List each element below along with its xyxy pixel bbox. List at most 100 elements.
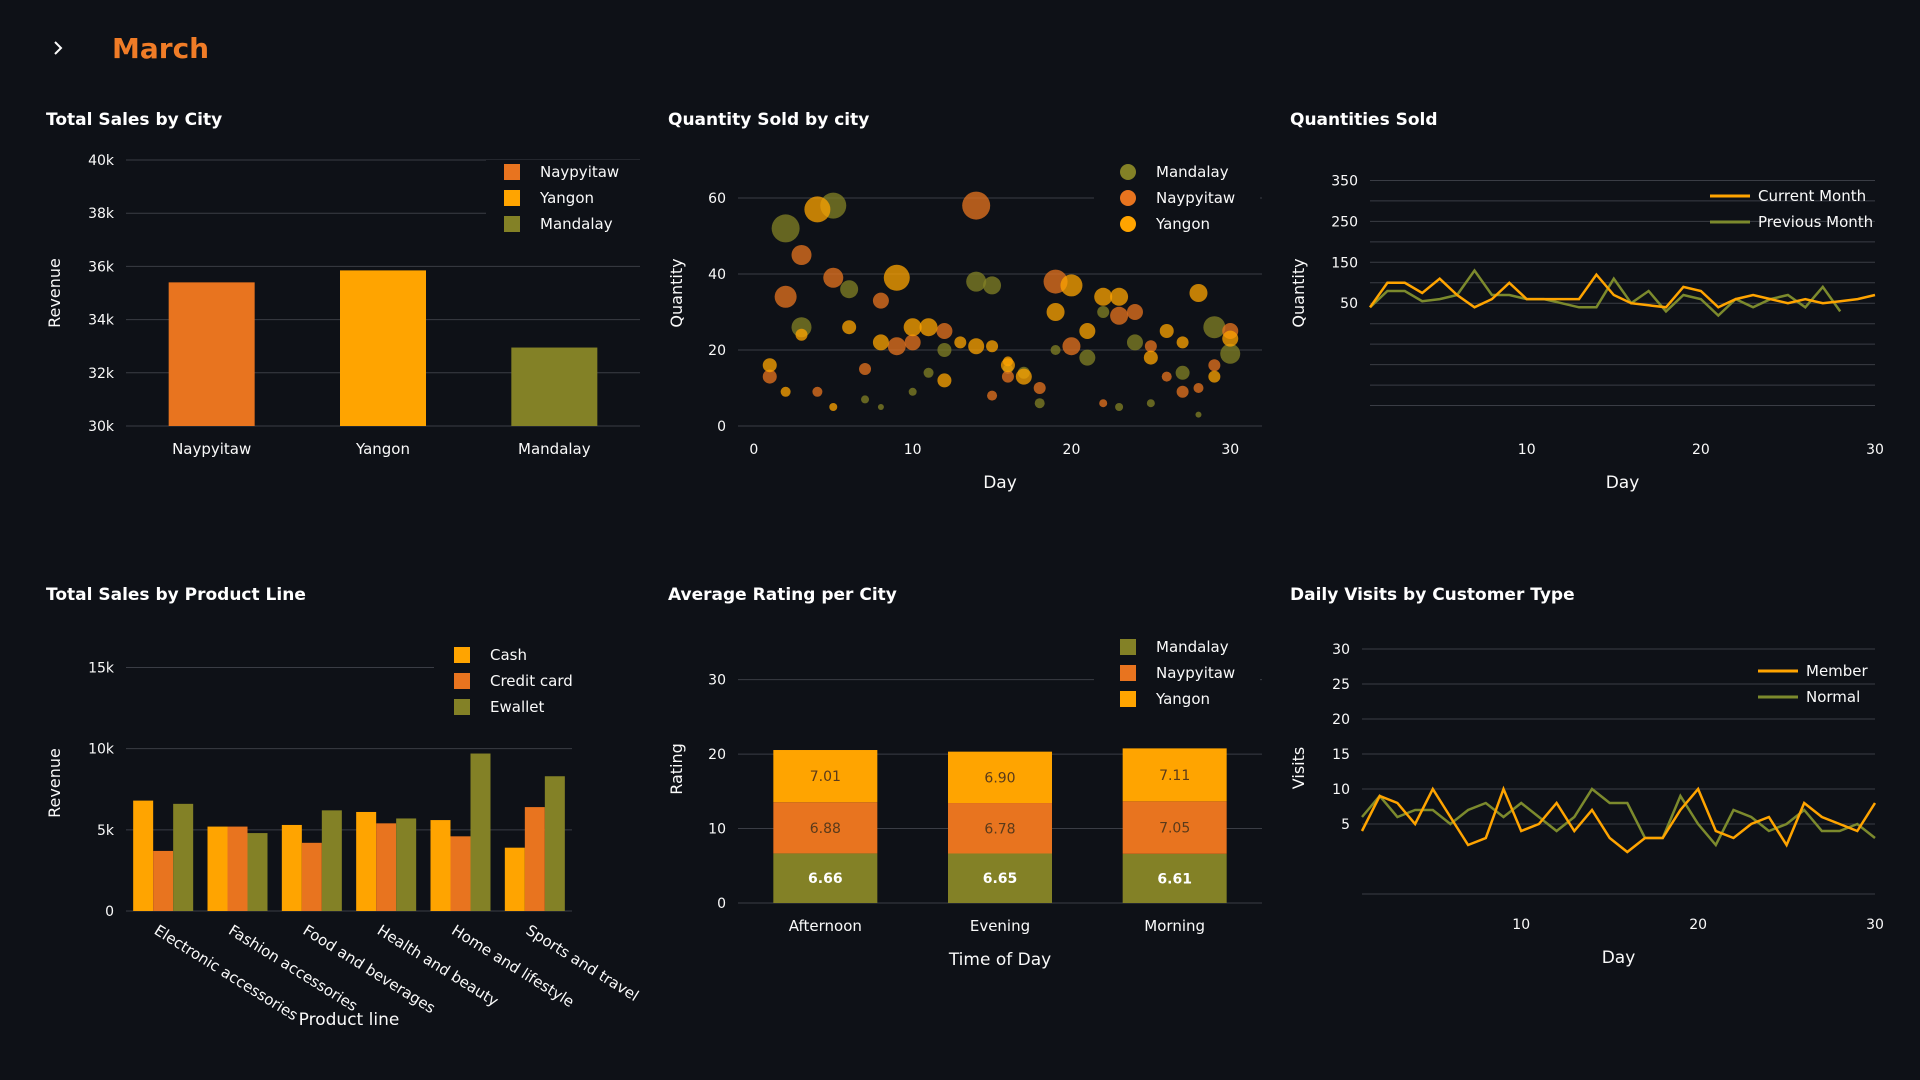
scatter-point-naypyitaw <box>1193 383 1204 393</box>
y-tick-label: 40 <box>708 267 726 283</box>
x-tick-label: Evening <box>970 917 1030 935</box>
bar-data-label: 6.88 <box>810 821 841 837</box>
bar-data-label: 7.11 <box>1159 768 1190 784</box>
legend-label: Previous Month <box>1758 213 1873 231</box>
y-tick-label: 20 <box>708 343 726 359</box>
x-tick-label: 30 <box>1866 442 1884 458</box>
scatter-point-yangon <box>762 358 777 373</box>
y-tick-label: 10k <box>88 742 115 758</box>
legend-swatch <box>1120 164 1136 180</box>
scatter-point-yangon <box>903 318 922 337</box>
scatter-point-mandalay <box>1195 411 1202 418</box>
scatter-point-yangon <box>1046 303 1065 321</box>
scatter-point-yangon <box>937 373 952 388</box>
scatter-point-naypyitaw <box>1062 337 1081 356</box>
scatter-point-yangon <box>986 340 999 353</box>
bar-data-label: 6.61 <box>1157 871 1192 887</box>
scatter-point-mandalay <box>840 280 859 299</box>
scatter-point-yangon <box>872 334 889 351</box>
x-axis-label: Day <box>983 473 1017 493</box>
legend-label: Yangon <box>539 189 594 207</box>
scatter-point-yangon <box>1208 370 1221 383</box>
y-tick-label: 50 <box>1340 296 1358 312</box>
panel-quantities-sold: Quantities Sold 50 150 250 350 10 20 30 Day Quan… <box>1290 110 1900 530</box>
x-tick-label: Food and beverages <box>300 921 439 1017</box>
bar-credit-card <box>153 850 174 911</box>
quantity-by-city-chart[interactable]: 0 20 40 60 0 10 20 30 Day Quantity Mandalay Naypyit… <box>668 140 1278 530</box>
scatter-point-naypyitaw <box>872 292 889 309</box>
y-tick-label: 0 <box>105 904 114 920</box>
y-tick-label: 0 <box>717 896 726 912</box>
y-axis-label: Quantity <box>1290 258 1308 327</box>
scatter-point-mandalay <box>1175 365 1190 380</box>
scatter-point-mandalay <box>1079 349 1096 366</box>
chart-title: Daily Visits by Customer Type <box>1290 585 1575 605</box>
bar-segment-yangon <box>1122 748 1227 802</box>
scatter-point-yangon <box>1222 330 1239 347</box>
scatter-point-yangon <box>1176 336 1189 349</box>
chart-title: Quantity Sold by city <box>668 110 870 130</box>
scatter-point-naypyitaw <box>1176 385 1189 398</box>
bar-credit-card <box>376 823 397 911</box>
legend-swatch <box>454 673 470 689</box>
legend-label: Cash <box>490 646 527 664</box>
bar-cash <box>207 826 228 911</box>
chart-title: Total Sales by City <box>46 110 223 130</box>
scatter-point-naypyitaw <box>887 337 906 356</box>
x-tick-label: 20 <box>1063 442 1081 458</box>
scatter-point-mandalay <box>966 271 987 292</box>
scatter-point-yangon <box>780 386 791 397</box>
bar-ewallet <box>544 776 565 911</box>
x-tick-label: 20 <box>1692 442 1710 458</box>
scatter-point-naypyitaw <box>859 363 872 375</box>
scatter-point-naypyitaw <box>1144 340 1157 353</box>
x-tick-label: 30 <box>1221 442 1239 458</box>
scatter-point-naypyitaw <box>791 245 812 265</box>
scatter-point-mandalay <box>1220 343 1241 364</box>
chart-title: Quantities Sold <box>1290 110 1438 130</box>
bar-ewallet <box>470 753 491 911</box>
legend-swatch <box>1120 639 1136 655</box>
y-tick-label: 60 <box>708 191 726 207</box>
x-tick-label: 10 <box>1518 442 1536 458</box>
bar-naypyitaw <box>168 282 255 426</box>
avg-rating-chart[interactable]: 0 10 20 30 6.66 6.88 7.01 Afternoon 6.65 6.78 6.90… <box>668 615 1278 1045</box>
chart-title: Average Rating per City <box>668 585 897 605</box>
line-series-normal <box>1361 787 1876 848</box>
scatter-point-naypyitaw <box>823 267 844 288</box>
sales-by-city-chart[interactable]: 30k 32k 34k 36k 38k 40k Naypyitaw Yangon Mandala… <box>46 140 656 530</box>
bar-segment-mandalay <box>948 853 1052 903</box>
panel-total-sales-by-city: Total Sales by City 30k 32k 34k 36k 38k 40k Na… <box>46 110 656 530</box>
scatter-point-mandalay <box>937 343 952 357</box>
legend-swatch <box>1120 216 1136 232</box>
scatter-point-naypyitaw <box>774 285 797 308</box>
scatter-point-naypyitaw <box>1099 399 1108 408</box>
panel-total-sales-by-product-line: Total Sales by Product Line 0 5k 10k 15k Ele… <box>46 585 656 1045</box>
y-axis-label: Revenue <box>46 258 64 328</box>
bar-data-label: 7.01 <box>810 769 841 785</box>
sidebar-toggle-chevron-icon[interactable] <box>44 34 72 62</box>
y-tick-label: 40k <box>88 153 115 169</box>
scatter-point-yangon <box>1189 284 1208 302</box>
bar-segment-naypyitaw <box>773 802 878 854</box>
daily-visits-chart[interactable]: 5 10 15 20 25 30 10 20 30 Day Visits Member Normal <box>1290 615 1900 1045</box>
chart-title: Total Sales by Product Line <box>46 585 306 605</box>
line-series-current-month <box>1368 272 1876 309</box>
y-tick-label: 25 <box>1332 677 1350 693</box>
scatter-point-naypyitaw <box>987 390 998 401</box>
bar-segment-yangon <box>773 750 878 803</box>
y-tick-label: 15 <box>1332 747 1350 763</box>
scatter-point-naypyitaw <box>936 323 953 339</box>
legend-swatch <box>454 647 470 663</box>
scatter-point-naypyitaw <box>1110 306 1129 325</box>
x-tick-label: 20 <box>1689 917 1707 933</box>
scatter-point-naypyitaw <box>1161 371 1172 382</box>
scatter-point-yangon <box>795 328 808 341</box>
bar-segment-naypyitaw <box>948 803 1052 854</box>
x-tick-label: 30 <box>1866 917 1884 933</box>
panel-quantity-sold-by-city: Quantity Sold by city 0 20 40 60 0 10 20 30 Day Q… <box>668 110 1278 530</box>
quantities-sold-chart[interactable]: 50 150 250 350 10 20 30 Day Quantity Current Mont… <box>1290 140 1900 530</box>
y-axis-label: Revenue <box>46 748 64 818</box>
bar-data-label: 6.65 <box>983 871 1018 887</box>
